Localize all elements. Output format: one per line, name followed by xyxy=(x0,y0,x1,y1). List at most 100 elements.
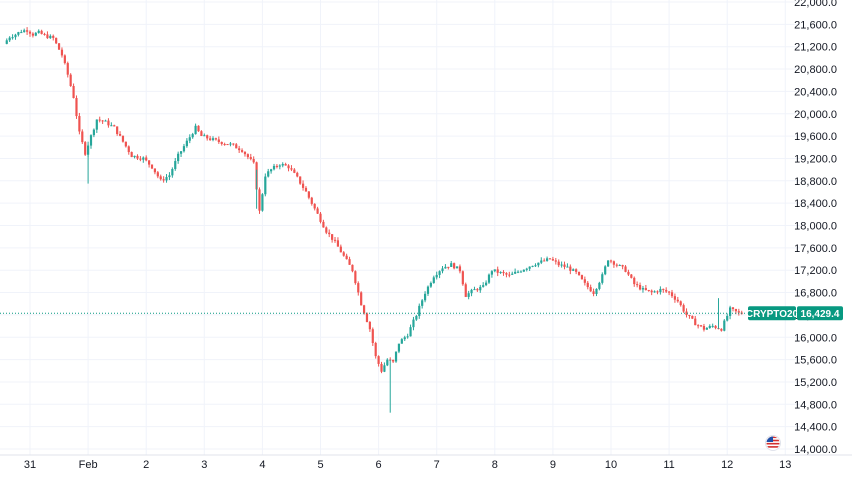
candle xyxy=(348,256,351,265)
candle xyxy=(235,143,238,149)
candle xyxy=(148,160,151,168)
candle xyxy=(496,266,499,277)
y-tick-label: 16,000.0 xyxy=(794,332,837,344)
candle xyxy=(217,136,220,144)
candle xyxy=(609,259,613,264)
candle xyxy=(368,320,371,332)
candle xyxy=(397,343,401,354)
x-tick-label: 9 xyxy=(550,459,556,471)
candle xyxy=(624,265,627,273)
candle xyxy=(679,300,682,307)
candle xyxy=(365,312,369,323)
candle xyxy=(179,150,183,158)
candle xyxy=(150,164,154,170)
candle xyxy=(336,237,340,247)
candle xyxy=(412,316,415,331)
candle xyxy=(415,314,418,321)
candle xyxy=(139,156,142,162)
candle xyxy=(84,141,87,156)
candle xyxy=(470,288,473,297)
us-flag-icon[interactable] xyxy=(765,435,781,451)
candle xyxy=(28,30,32,37)
candle xyxy=(162,176,165,183)
y-tick-label: 21,200.0 xyxy=(794,42,837,54)
candle xyxy=(14,33,17,40)
candle xyxy=(636,281,639,288)
candle xyxy=(566,263,569,268)
candle xyxy=(258,187,261,214)
candle xyxy=(185,138,188,148)
candle xyxy=(380,361,383,374)
candle xyxy=(66,61,69,78)
y-tick-label: 19,600.0 xyxy=(794,131,837,143)
candle xyxy=(685,308,688,318)
candle xyxy=(458,264,462,274)
candle xyxy=(455,266,459,269)
y-tick-label: 15,600.0 xyxy=(794,355,837,367)
candle xyxy=(511,271,514,275)
candle xyxy=(554,257,557,265)
candle xyxy=(557,259,560,268)
candle xyxy=(682,303,685,313)
candle xyxy=(301,180,305,191)
y-tick-label: 17,600.0 xyxy=(794,243,837,255)
candle xyxy=(49,34,52,39)
candle xyxy=(606,260,610,267)
candle xyxy=(435,271,438,280)
candle xyxy=(514,268,517,275)
candle xyxy=(313,203,316,211)
candle xyxy=(656,290,659,295)
y-axis: 22,000.0 21,600.0 21,200.0 20,800.0 20,400.0… xyxy=(794,0,837,456)
candle xyxy=(740,310,743,315)
candle xyxy=(467,290,470,300)
candle xyxy=(668,290,671,296)
candle xyxy=(72,83,75,99)
candle xyxy=(226,143,229,146)
candle xyxy=(75,95,78,119)
candle xyxy=(493,269,496,273)
price-badge-label: 16,429.4 xyxy=(801,309,840,320)
candle xyxy=(572,268,575,272)
candle xyxy=(508,271,511,278)
candle xyxy=(264,173,267,197)
candle xyxy=(441,266,444,274)
candle xyxy=(310,196,313,206)
candle xyxy=(708,324,711,329)
candle xyxy=(627,269,630,276)
candle xyxy=(168,172,171,181)
candle xyxy=(243,151,247,157)
candle xyxy=(650,289,653,296)
candle xyxy=(23,28,26,33)
candle xyxy=(333,236,337,243)
candle xyxy=(188,134,191,144)
candle xyxy=(383,362,386,373)
candle xyxy=(31,32,35,38)
candle xyxy=(543,258,546,262)
candle xyxy=(118,131,122,137)
candle xyxy=(659,286,662,295)
candle xyxy=(133,155,136,159)
candle xyxy=(95,119,98,133)
candle xyxy=(278,164,281,170)
candle xyxy=(589,284,592,292)
y-tick-label: 14,800.0 xyxy=(794,399,837,411)
x-tick-label: 12 xyxy=(721,459,733,471)
candle xyxy=(531,265,534,268)
candle xyxy=(633,276,636,287)
candle xyxy=(580,274,584,280)
candle xyxy=(653,290,656,293)
candle xyxy=(403,335,406,342)
candle xyxy=(20,29,23,34)
candle xyxy=(662,288,665,293)
candle xyxy=(8,36,11,43)
candle xyxy=(69,73,72,87)
x-tick-label: 6 xyxy=(376,459,382,471)
candle xyxy=(57,43,61,50)
candle xyxy=(737,308,740,316)
candle xyxy=(127,145,130,155)
candle xyxy=(714,325,717,330)
candle xyxy=(612,260,616,268)
y-tick-label: 20,000.0 xyxy=(794,109,837,121)
candle xyxy=(371,327,374,346)
